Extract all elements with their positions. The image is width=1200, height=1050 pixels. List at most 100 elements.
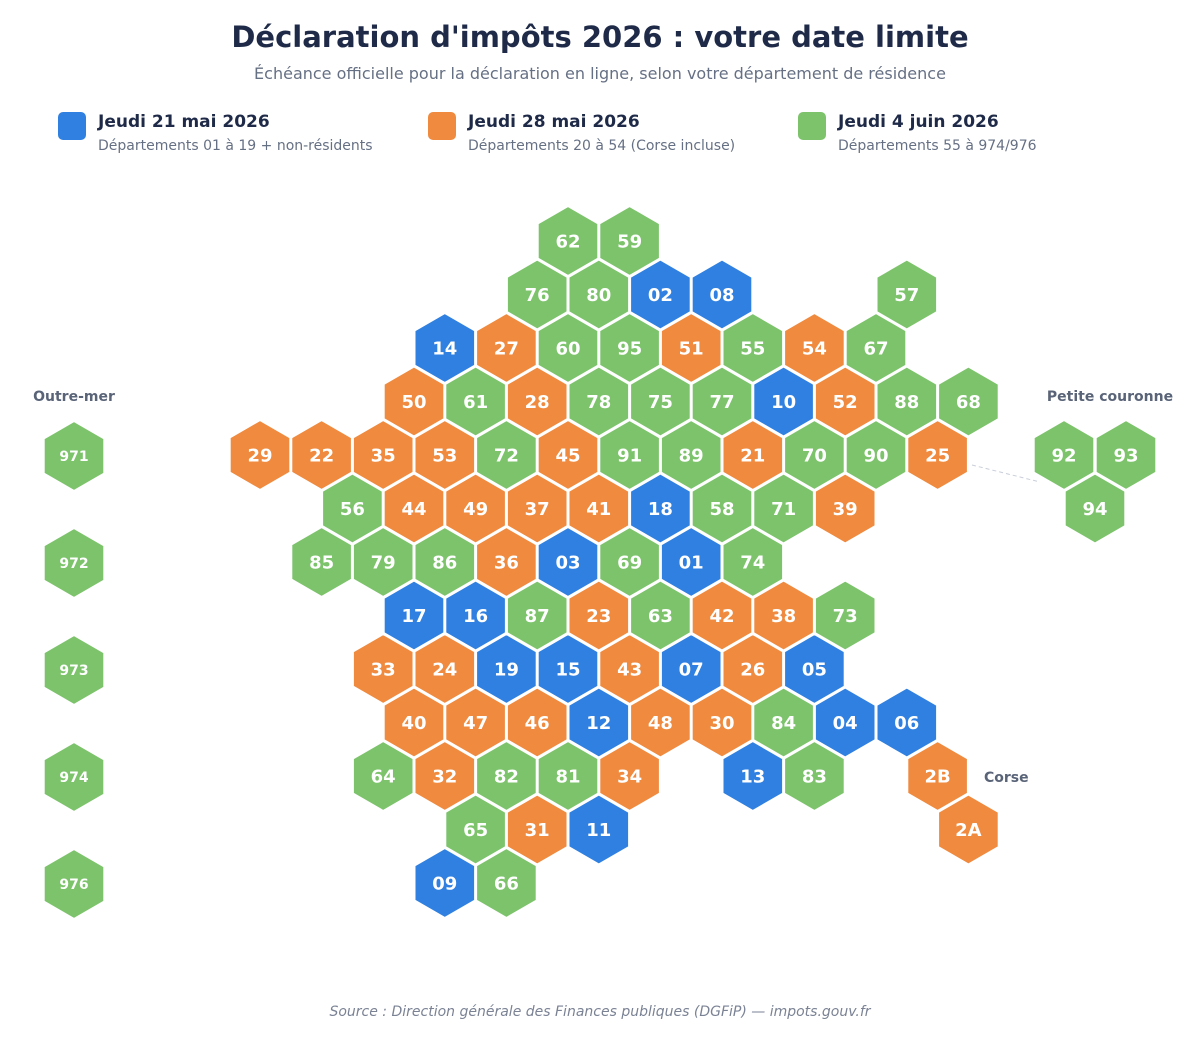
hex-dept-39: 39 — [813, 472, 877, 545]
hex-dept-01: 01 — [659, 525, 723, 599]
hex-label: 85 — [309, 552, 334, 573]
hex-label: 86 — [432, 552, 457, 573]
hex-label: 58 — [709, 499, 734, 520]
hex-label: 89 — [679, 445, 704, 466]
hex-label: 30 — [709, 713, 734, 734]
hex-dept-54: 54 — [783, 311, 846, 385]
hex-dept-43: 43 — [598, 632, 661, 706]
hex-label: 971 — [59, 449, 88, 465]
hex-label: 03 — [555, 552, 580, 573]
hex-layer: 62 59 76 80 02 08 57 14 27 60 95 51 55 54 67 50 61 28 78 75… — [42, 204, 1158, 921]
hex-dept-44: 44 — [382, 472, 446, 545]
hex-label: 05 — [802, 659, 827, 680]
hex-dept-08: 08 — [690, 258, 754, 331]
hex-dept-34: 34 — [598, 739, 661, 813]
hex-label: 87 — [525, 606, 550, 627]
hex-label: 68 — [956, 392, 981, 413]
hex-dept-31: 31 — [505, 793, 569, 866]
hex-shape — [783, 632, 846, 706]
hex-shape — [42, 633, 106, 707]
hex-label: 38 — [771, 606, 796, 627]
hex-shape — [937, 793, 1000, 866]
source-note: Source : Direction générale des Finances… — [329, 1004, 871, 1020]
hex-dept-21: 21 — [721, 418, 785, 492]
hex-label: 82 — [494, 766, 519, 787]
hex-dept-86: 86 — [413, 525, 477, 599]
hex-label: 51 — [679, 338, 704, 359]
hex-dept-62: 62 — [536, 204, 600, 278]
hex-label: 76 — [525, 285, 550, 306]
hex-shape — [42, 526, 106, 600]
legend-swatch-green — [798, 112, 826, 140]
corse-label: Corse — [984, 770, 1029, 786]
hex-dept-83: 83 — [783, 739, 846, 813]
hex-dept-70: 70 — [783, 418, 846, 492]
hex-dept-22: 22 — [290, 418, 353, 492]
hex-label: 46 — [525, 713, 550, 734]
hex-shape — [875, 686, 939, 759]
hex-label: 94 — [1082, 499, 1107, 520]
hex-label: 27 — [494, 338, 519, 359]
hex-shape — [690, 258, 754, 331]
hex-label: 19 — [494, 659, 519, 680]
hex-label: 48 — [648, 713, 673, 734]
hex-label: 92 — [1051, 445, 1076, 466]
hex-label: 62 — [555, 231, 580, 252]
hex-label: 60 — [555, 338, 580, 359]
hex-dept-36: 36 — [475, 525, 538, 599]
hex-shape — [1094, 418, 1158, 492]
hex-dept-57: 57 — [875, 258, 939, 331]
hex-shape — [1032, 418, 1096, 492]
hex-label: 61 — [463, 392, 488, 413]
hex-shape — [813, 472, 877, 545]
hex-label: 63 — [648, 606, 673, 627]
page-title: Déclaration d'impôts 2026 : votre date l… — [231, 20, 969, 54]
hex-label: 31 — [525, 820, 550, 841]
hex-dept-2b: 2B — [906, 739, 969, 813]
hex-shape — [813, 579, 877, 652]
legend-label: Jeudi 28 mai 2026 — [468, 112, 640, 132]
hex-dept-42: 42 — [690, 579, 754, 652]
hex-dept-48: 48 — [629, 686, 692, 759]
hex-label: 09 — [432, 873, 457, 894]
hex-label: 66 — [494, 873, 519, 894]
hex-label: 75 — [648, 392, 673, 413]
hex-dept-07: 07 — [659, 632, 723, 706]
hex-label: 47 — [463, 713, 488, 734]
hex-label: 32 — [432, 766, 457, 787]
hex-label: 42 — [709, 606, 734, 627]
hex-shape — [42, 847, 106, 921]
hex-shape — [844, 311, 908, 385]
hex-label: 74 — [740, 552, 765, 573]
hex-label: 08 — [709, 285, 734, 306]
hex-dept-66: 66 — [475, 846, 538, 920]
hex-label: 34 — [617, 766, 642, 787]
hex-dept-52: 52 — [813, 365, 877, 438]
hex-label: 01 — [679, 552, 704, 573]
hex-dept-94: 94 — [1063, 472, 1127, 545]
hex-label: 57 — [894, 285, 919, 306]
hex-label: 64 — [371, 766, 396, 787]
hex-dept-76: 76 — [505, 258, 569, 331]
hex-dept-79: 79 — [351, 525, 415, 599]
hex-dept-05: 05 — [783, 632, 846, 706]
legend-swatch-orange — [428, 112, 456, 140]
hex-label: 84 — [771, 713, 796, 734]
hex-dept-25: 25 — [906, 418, 969, 492]
hex-label: 56 — [340, 499, 365, 520]
hex-dept-73: 73 — [813, 579, 877, 652]
hex-dept-09: 09 — [413, 846, 477, 920]
hex-dept-38: 38 — [752, 579, 815, 652]
hex-label: 13 — [740, 766, 765, 787]
hex-dept-55: 55 — [721, 311, 785, 385]
hex-label: 14 — [432, 338, 457, 359]
legend-label: Jeudi 4 juin 2026 — [838, 112, 999, 132]
hex-label: 40 — [401, 713, 426, 734]
hex-dept-23: 23 — [567, 579, 631, 652]
hex-dept-976: 976 — [42, 847, 106, 921]
legend-label: Jeudi 21 mai 2026 — [98, 112, 270, 132]
hex-label: 07 — [679, 659, 704, 680]
legend-swatch-blue — [58, 112, 86, 140]
hex-label: 02 — [648, 285, 673, 306]
